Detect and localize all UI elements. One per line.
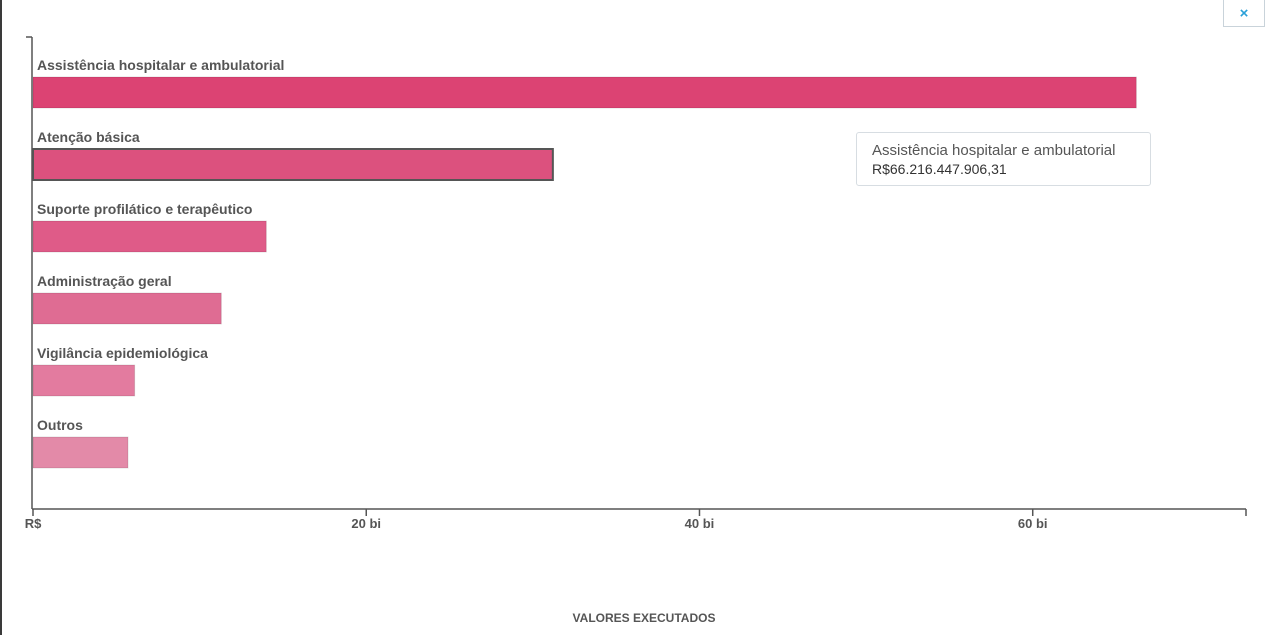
bar-label: Assistência hospitalar e ambulatorial bbox=[37, 57, 284, 73]
bar-label: Atenção básica bbox=[37, 129, 140, 145]
tooltip-title: Assistência hospitalar e ambulatorial bbox=[872, 142, 1116, 159]
x-tick-label: R$ bbox=[25, 516, 42, 531]
x-axis-ticks: R$ 20 bi 40 bi 60 bi bbox=[25, 509, 1247, 531]
tooltip-value: R$66.216.447.906,31 bbox=[872, 161, 1007, 177]
bar-label: Vigilância epidemiológica bbox=[37, 345, 208, 361]
x-tick-label: 60 bi bbox=[1018, 516, 1048, 531]
bar[interactable] bbox=[32, 436, 129, 469]
bar-label: Administração geral bbox=[37, 273, 172, 289]
close-icon: × bbox=[1239, 4, 1249, 22]
x-tick-label: 20 bi bbox=[351, 516, 381, 531]
bar-label: Outros bbox=[37, 417, 83, 433]
left-border bbox=[0, 0, 2, 635]
close-button[interactable]: × bbox=[1223, 0, 1265, 27]
x-axis-title: VALORES EXECUTADOS bbox=[573, 611, 716, 625]
bar[interactable] bbox=[32, 364, 136, 397]
bar[interactable] bbox=[32, 76, 1137, 109]
bar[interactable] bbox=[32, 148, 554, 181]
x-tick-label: 40 bi bbox=[685, 516, 715, 531]
bar[interactable] bbox=[32, 292, 222, 325]
bar[interactable] bbox=[32, 220, 267, 253]
tooltip: Assistência hospitalar e ambulatorial R$… bbox=[856, 132, 1151, 186]
bar-label: Suporte profilático e terapêutico bbox=[37, 201, 252, 217]
bars-layer: Assistência hospitalar e ambulatorial Ate… bbox=[32, 57, 1137, 469]
